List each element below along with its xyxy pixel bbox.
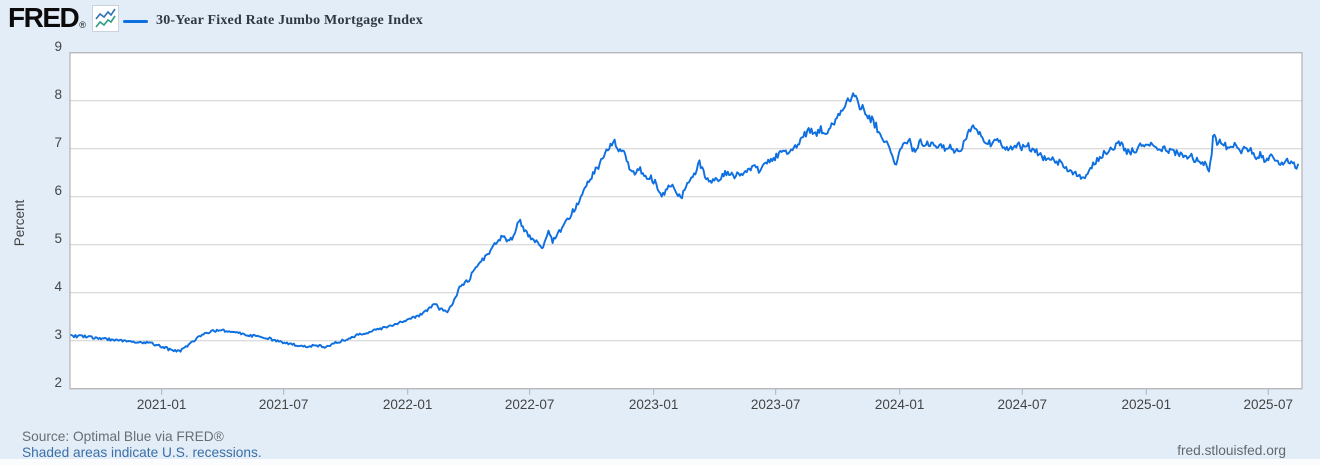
icon-green-zigzag (95, 15, 116, 27)
site-link[interactable]: fred.stlouisfed.org (1177, 443, 1286, 458)
bottom-border-strip (0, 459, 1320, 465)
source-note: Source: Optimal Blue via FRED® (22, 429, 224, 444)
y-tick-label: 3 (54, 326, 62, 342)
x-tick-label: 2023-01 (628, 397, 679, 412)
y-tick-label: 8 (54, 86, 62, 102)
fred-logo-text: FRED (8, 2, 80, 33)
series-line (70, 92, 1299, 353)
y-tick-label: 6 (54, 182, 62, 198)
x-tick-label: 2022-07 (504, 397, 555, 412)
fred-chart-icon (91, 4, 119, 32)
plot-frame (69, 52, 1303, 390)
x-tick-label: 2022-01 (382, 397, 433, 412)
plot-background (70, 52, 1302, 389)
y-tick-label: 2 (54, 374, 62, 390)
y-tick-label: 7 (54, 134, 62, 150)
registered-mark: ® (79, 20, 86, 30)
fred-logo[interactable]: FRED ® (8, 3, 119, 33)
x-tick-label: 2025-07 (1243, 397, 1294, 412)
x-tick-label: 2021-01 (136, 397, 187, 412)
icon-blue-zigzag (95, 8, 116, 19)
legend: 30-Year Fixed Rate Jumbo Mortgage Index (123, 13, 423, 29)
x-tick-label: 2024-01 (874, 397, 925, 412)
y-tick-label: 9 (54, 38, 62, 54)
x-tick-label: 2025-01 (1121, 397, 1172, 412)
legend-series-label: 30-Year Fixed Rate Jumbo Mortgage Index (156, 13, 423, 28)
y-tick-label: 4 (54, 278, 62, 294)
recession-note-link[interactable]: Shaded areas indicate U.S. recessions. (22, 445, 262, 460)
x-tick-label: 2024-07 (997, 397, 1048, 412)
x-tick-label: 2021-07 (258, 397, 309, 412)
y-tick-label: 5 (54, 230, 62, 246)
x-tick-label: 2023-07 (750, 397, 801, 412)
legend-line-swatch (123, 19, 148, 23)
y-axis-title: Percent (12, 199, 27, 247)
